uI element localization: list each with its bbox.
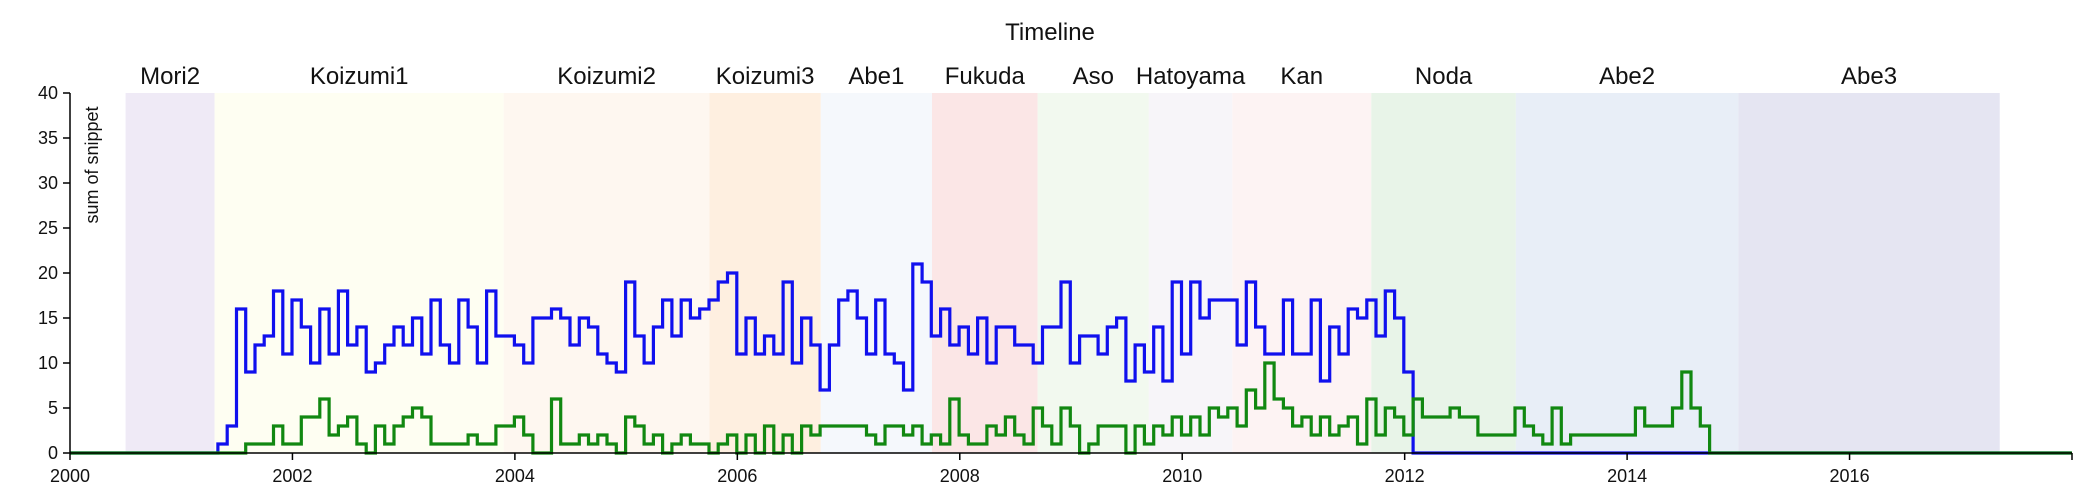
period-band-koizumi2 (503, 93, 710, 453)
y-tick-label: 15 (38, 308, 58, 328)
period-label-mori2: Mori2 (140, 63, 200, 90)
period-label-hatoyama: Hatoyama (1136, 63, 1246, 90)
period-band-abe3 (1738, 93, 2000, 453)
y-tick-label: 25 (38, 218, 58, 238)
period-label-aso: Aso (1073, 63, 1114, 90)
y-tick-label: 20 (38, 263, 58, 283)
chart-title: Timeline (1005, 19, 1095, 46)
period-band-mori2 (125, 93, 215, 453)
x-tick-label: 2012 (1385, 466, 1425, 486)
period-label-abe1: Abe1 (848, 63, 904, 90)
y-tick-label: 0 (48, 443, 58, 463)
period-label-koizumi1: Koizumi1 (310, 63, 409, 90)
period-band-noda (1371, 93, 1516, 453)
period-label-kan: Kan (1280, 63, 1323, 90)
period-band-fukuda (931, 93, 1038, 453)
x-tick-label: 2006 (717, 466, 757, 486)
period-label-abe2: Abe2 (1599, 63, 1655, 90)
period-band-abe2 (1515, 93, 1739, 453)
period-bands: Mori2 Koizumi1 Koizumi2 Koizumi3 Abe1 Fukuda A… (125, 63, 2000, 453)
period-label-koizumi2: Koizumi2 (557, 63, 656, 90)
x-tick-label: 2002 (272, 466, 312, 486)
x-tick-label: 2004 (495, 466, 535, 486)
period-label-noda: Noda (1415, 63, 1473, 90)
period-band-koizumi1 (214, 93, 504, 453)
y-tick-label: 35 (38, 128, 58, 148)
period-band-kan (1232, 93, 1372, 453)
y-axis-label: sum of snippet (82, 106, 102, 223)
x-tick-label: 2008 (940, 466, 980, 486)
period-label-fukuda: Fukuda (945, 63, 1026, 90)
axes: 0 5 10 15 20 25 30 35 40 2000 2002 2004 2006 2008 2010… (38, 83, 2073, 486)
x-tick-label: 2000 (50, 466, 90, 486)
period-label-koizumi3: Koizumi3 (716, 63, 815, 90)
y-tick-label: 5 (48, 398, 58, 418)
x-tick-label: 2010 (1162, 466, 1202, 486)
period-band-aso (1037, 93, 1149, 453)
period-band-abe1 (820, 93, 932, 453)
y-tick-label: 10 (38, 353, 58, 373)
y-tick-label: 30 (38, 173, 58, 193)
period-label-abe3: Abe3 (1841, 63, 1897, 90)
period-band-hatoyama (1148, 93, 1233, 453)
x-tick-label: 2016 (1830, 466, 1870, 486)
x-tick-label: 2014 (1607, 466, 1647, 486)
series-line-1 (70, 361, 2072, 455)
y-tick-label: 40 (38, 83, 58, 103)
